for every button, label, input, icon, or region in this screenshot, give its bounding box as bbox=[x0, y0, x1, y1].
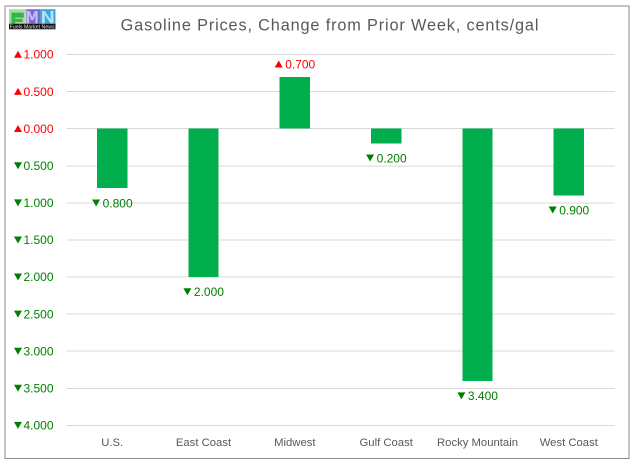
svg-text:2.000: 2.000 bbox=[194, 285, 224, 299]
svg-text:0.900: 0.900 bbox=[559, 203, 589, 217]
svg-text:Gulf Coast: Gulf Coast bbox=[360, 437, 414, 449]
svg-text:4.000: 4.000 bbox=[24, 419, 54, 433]
svg-text:0.700: 0.700 bbox=[285, 57, 315, 71]
svg-text:0.500: 0.500 bbox=[24, 85, 54, 99]
svg-text:0.200: 0.200 bbox=[377, 151, 407, 165]
svg-text:East Coast: East Coast bbox=[176, 437, 232, 449]
svg-text:0.800: 0.800 bbox=[103, 196, 133, 210]
svg-text:3.500: 3.500 bbox=[24, 382, 54, 396]
svg-text:0.000: 0.000 bbox=[24, 122, 54, 136]
svg-text:1.500: 1.500 bbox=[24, 233, 54, 247]
svg-text:Midwest: Midwest bbox=[274, 437, 316, 449]
svg-text:1.000: 1.000 bbox=[24, 48, 54, 62]
svg-text:Gasoline Prices, Change from P: Gasoline Prices, Change from Prior Week,… bbox=[121, 17, 540, 35]
svg-text:Fuels Market News: Fuels Market News bbox=[10, 25, 56, 31]
svg-text:1.000: 1.000 bbox=[24, 196, 54, 210]
svg-text:Rocky Mountain: Rocky Mountain bbox=[437, 437, 518, 449]
svg-text:3.400: 3.400 bbox=[468, 389, 498, 403]
svg-text:U.S.: U.S. bbox=[101, 437, 123, 449]
svg-text:0.500: 0.500 bbox=[24, 159, 54, 173]
svg-text:2.500: 2.500 bbox=[24, 307, 54, 321]
svg-text:3.000: 3.000 bbox=[24, 344, 54, 358]
svg-text:2.000: 2.000 bbox=[24, 270, 54, 284]
svg-text:West Coast: West Coast bbox=[540, 437, 599, 449]
